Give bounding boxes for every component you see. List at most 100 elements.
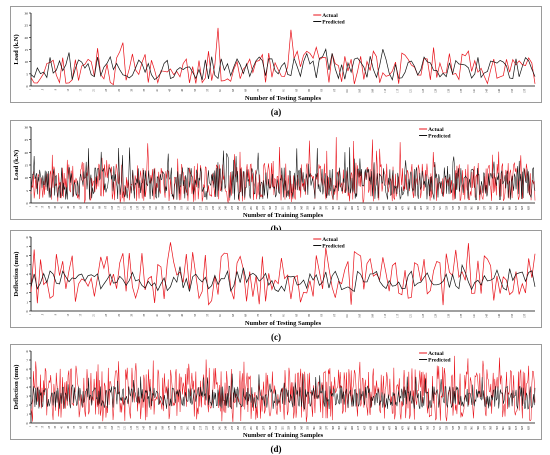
x-tick-label: 105 (111, 205, 114, 210)
x-tick-label: 209 (193, 425, 196, 430)
x-tick-label: 29 (118, 88, 121, 91)
x-tick-label: 289 (256, 425, 259, 430)
x-tick-label: 353 (307, 205, 310, 210)
x-tick-label: 49 (67, 205, 70, 208)
x-tick-label: 141 (473, 313, 476, 318)
y-tick-label: 5 (26, 263, 28, 267)
x-tick-label: 49 (67, 425, 70, 428)
x-tick-label: 505 (427, 205, 430, 210)
x-tick-label: 385 (332, 425, 335, 430)
x-tick-label: 297 (262, 425, 265, 430)
x-tick-label: 369 (319, 205, 322, 210)
y-tick-label: 20 (25, 36, 29, 40)
x-tick-label: 521 (439, 425, 442, 430)
caption-b: (b) (270, 224, 282, 234)
legend-label-predicted: Predicted (428, 134, 451, 140)
x-tick-label: 93 (321, 313, 324, 316)
y-tick-label: 20 (25, 151, 29, 155)
x-tick-label: 449 (382, 425, 385, 430)
x-tick-label: 145 (485, 313, 488, 318)
x-tick-label: 529 (445, 425, 448, 430)
x-tick-label: 113 (384, 313, 387, 317)
x-tick-label: 425 (363, 425, 366, 430)
x-tick-label: 65 (232, 88, 235, 91)
x-tick-label: 233 (212, 205, 215, 210)
x-tick-label: 185 (174, 205, 177, 210)
x-tick-label: 537 (452, 205, 455, 210)
x-axis-label: Number of Training Samples (243, 432, 324, 439)
y-tick-label: 1 (26, 413, 28, 417)
x-tick-label: 217 (199, 425, 202, 430)
x-tick-label: 457 (389, 205, 392, 210)
caption-d: (d) (270, 444, 282, 454)
x-tick-label: 449 (382, 205, 385, 210)
caption-a: (a) (270, 107, 282, 117)
x-tick-label: 105 (359, 88, 362, 93)
x-tick-label: 17 (42, 425, 45, 428)
legend-label-actual: Actual (428, 351, 444, 357)
x-tick-label: 113 (117, 425, 120, 429)
y-tick-label: 0 (26, 85, 28, 89)
x-tick-label: 25 (48, 205, 51, 208)
x-tick-label: 417 (357, 205, 360, 210)
x-tick-label: 489 (414, 205, 417, 210)
x-tick-label: 465 (395, 205, 398, 210)
x-tick-label: 1 (29, 425, 32, 427)
x-tick-label: 33 (54, 205, 57, 208)
series-line-actual (30, 27, 536, 86)
x-tick-label: 137 (136, 205, 139, 210)
y-tick-label: 7 (26, 245, 28, 249)
x-tick-label: 29 (118, 313, 121, 316)
x-tick-label: 89 (98, 425, 101, 428)
y-tick-label: 10 (25, 60, 29, 64)
x-tick-label: 41 (156, 88, 159, 91)
x-tick-label: 73 (257, 313, 260, 316)
x-tick-label: 149 (498, 88, 501, 93)
x-tick-label: 481 (408, 205, 411, 210)
x-tick-label: 97 (333, 313, 336, 316)
x-tick-label: 353 (307, 425, 310, 430)
x-tick-label: 169 (162, 205, 165, 210)
x-tick-label: 81 (283, 88, 286, 91)
x-tick-label: 313 (275, 205, 278, 210)
x-tick-label: 65 (79, 205, 82, 208)
x-tick-label: 209 (193, 205, 196, 210)
x-tick-label: 73 (257, 88, 260, 91)
y-tick-label: 5 (26, 377, 28, 381)
x-tick-label: 17 (80, 313, 83, 316)
x-tick-label: 77 (270, 313, 273, 316)
x-tick-label: 101 (346, 88, 349, 93)
x-tick-label: 57 (207, 313, 210, 316)
x-tick-label: 625 (521, 205, 524, 210)
x-tick-label: 329 (288, 425, 291, 430)
x-tick-label: 313 (275, 425, 278, 430)
legend-label-actual: Actual (428, 127, 444, 133)
y-tick-label: 25 (25, 138, 29, 142)
x-tick-label: 17 (80, 88, 83, 91)
x-tick-label: 393 (338, 205, 341, 210)
chart-load-training: 0 5 10 15 20 25 30 1 9 17 25 33 41 49 57 65 73 81 89 97 105 1… (10, 120, 542, 220)
legend-label-predicted: Predicted (322, 244, 345, 250)
x-tick-label: 505 (427, 425, 430, 430)
x-tick-label: 513 (433, 205, 436, 210)
x-tick-label: 157 (523, 313, 526, 318)
x-tick-label: 553 (464, 425, 467, 430)
x-tick-label: 117 (397, 88, 400, 92)
x-tick-label: 633 (527, 425, 530, 430)
x-tick-label: 513 (433, 425, 436, 430)
x-tick-label: 601 (502, 205, 505, 210)
x-tick-label: 321 (281, 205, 284, 210)
y-tick-label: 0 (26, 310, 28, 314)
x-tick-label: 305 (269, 205, 272, 210)
legend-label-actual: Actual (322, 13, 338, 19)
x-tick-label: 73 (86, 425, 89, 428)
x-tick-label: 77 (270, 88, 273, 91)
x-tick-label: 609 (509, 205, 512, 210)
x-tick-label: 161 (155, 425, 158, 430)
x-tick-label: 113 (384, 88, 387, 92)
x-tick-label: 473 (401, 205, 404, 210)
x-tick-label: 25 (105, 88, 108, 91)
series-line-predicted (30, 373, 536, 410)
